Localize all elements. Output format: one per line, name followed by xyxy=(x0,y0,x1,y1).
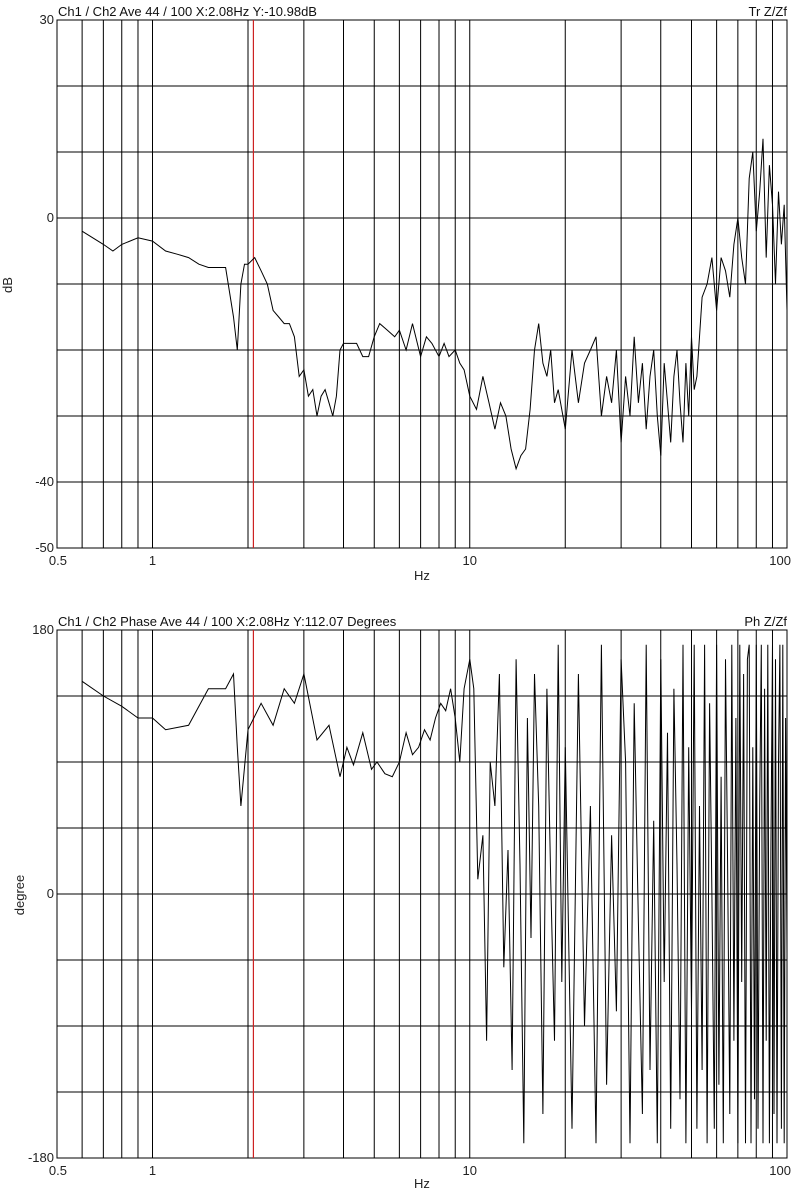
magnitude-plot-frame xyxy=(56,19,788,549)
y-tick-label: 180 xyxy=(32,622,54,637)
phase-series-line xyxy=(81,644,788,1144)
magnitude-xlabel: Hz xyxy=(414,568,430,583)
y-tick-label: 0 xyxy=(47,886,54,901)
magnitude-series-line xyxy=(81,138,788,471)
y-tick-label: 30 xyxy=(40,12,54,27)
x-tick-label: 10 xyxy=(463,1163,477,1178)
y-tick-label: -50 xyxy=(35,540,54,555)
x-tick-label: 10 xyxy=(463,553,477,568)
magnitude-header-left: Ch1 / Ch2 Ave 44 / 100 X:2.08Hz Y:-10.98… xyxy=(58,4,317,19)
x-tick-label: 0.5 xyxy=(49,1163,67,1178)
phase-header-right: Ph Z/Zf xyxy=(744,614,787,629)
magnitude-ylabel: dB xyxy=(0,277,15,293)
x-tick-label: 0.5 xyxy=(49,553,67,568)
phase-ylabel: degree xyxy=(12,875,27,915)
phase-header-left: Ch1 / Ch2 Phase Ave 44 / 100 X:2.08Hz Y:… xyxy=(58,614,397,629)
phase-xlabel: Hz xyxy=(414,1176,430,1191)
magnitude-grid xyxy=(56,19,788,548)
x-tick-label: 1 xyxy=(149,553,156,568)
magnitude-tick-labels: 30 0 -40 -500.5 1 10 100 xyxy=(35,12,791,568)
magnitude-header-right: Tr Z/Zf xyxy=(748,4,787,19)
y-tick-label: -180 xyxy=(28,1150,54,1165)
magnitude-panel: 30 0 -40 -500.5 1 10 100 Ch1 / Ch2 Ave 44 / 10… xyxy=(0,4,791,583)
x-tick-label: 1 xyxy=(149,1163,156,1178)
y-tick-label: -40 xyxy=(35,474,54,489)
x-tick-label: 100 xyxy=(769,1163,791,1178)
x-tick-label: 100 xyxy=(769,553,791,568)
y-tick-label: 0 xyxy=(47,210,54,225)
